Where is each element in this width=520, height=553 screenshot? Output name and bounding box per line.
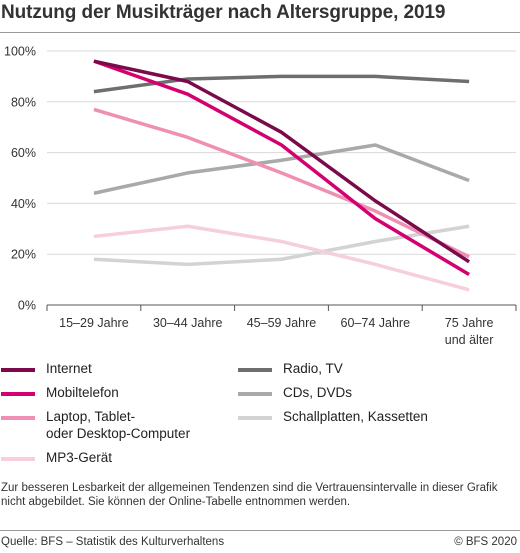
legend-swatch-laptop	[1, 416, 35, 420]
x-tick-label: 15–29 Jahre	[59, 316, 129, 330]
series-line-laptop-tablet-oder-desktop-computer	[93, 107, 470, 259]
y-tick-label: 20%	[11, 248, 36, 262]
legend-swatch-mp3	[1, 457, 35, 461]
legend-swatch-radio-tv	[238, 368, 272, 372]
y-tick-label: 0%	[18, 299, 36, 313]
x-tick-label: 75 Jahre und älter	[445, 316, 494, 347]
legend-label-internet: Internet	[46, 361, 92, 376]
legend-swatch-cds-dvds	[238, 392, 272, 396]
legend-swatch-internet	[1, 368, 35, 372]
y-tick-label: 80%	[11, 95, 36, 109]
series-line-cds-dvds	[93, 143, 470, 195]
x-tick-label: 60–74 Jahre	[341, 316, 411, 330]
x-tick-label: 30–44 Jahre	[153, 316, 223, 330]
legend-label-mobiltelefon: Mobiltelefon	[46, 385, 119, 400]
title-divider	[0, 32, 520, 33]
series-line-mp3-gerät	[93, 224, 470, 292]
legend-label-laptop: Laptop, Tablet- oder Desktop-Computer	[46, 408, 190, 442]
series-line-internet	[93, 59, 471, 264]
source-text: Quelle: BFS – Statistik des Kulturverhal…	[1, 536, 225, 548]
legend-swatch-schallplatten	[238, 416, 272, 420]
footer-divider	[0, 530, 520, 531]
series-line-mobiltelefon	[93, 59, 470, 277]
chart-title: Nutzung der Musikträger nach Altersgrupp…	[1, 2, 446, 23]
y-tick-label: 100%	[4, 45, 36, 59]
line-chart: 0% 20% 40% 60% 80% 100% 15–29 Jahre 30–44 Jahre…	[4, 45, 517, 347]
series-line-radio-tv	[93, 74, 470, 94]
legend-label-cds-dvds: CDs, DVDs	[283, 385, 353, 400]
legend-label-laptop-line-2: oder Desktop-Computer	[46, 426, 191, 441]
legend-label-laptop-line-1: Laptop, Tablet-	[46, 409, 136, 424]
legend-swatch-mobiltelefon	[1, 392, 35, 396]
y-tick-label: 60%	[11, 146, 36, 160]
copyright-text: © BFS 2020	[454, 536, 517, 548]
footnote: Zur besseren Lesbarkeit der allgemeinen …	[1, 482, 498, 508]
legend-label-mp3: MP3-Gerät	[46, 450, 113, 465]
y-tick-label: 40%	[11, 197, 36, 211]
legend-label-radio-tv: Radio, TV	[283, 361, 343, 376]
legend-label-schallplatten: Schallplatten, Kassetten	[283, 409, 428, 424]
x-tick-label: 45–59 Jahre	[247, 316, 317, 330]
